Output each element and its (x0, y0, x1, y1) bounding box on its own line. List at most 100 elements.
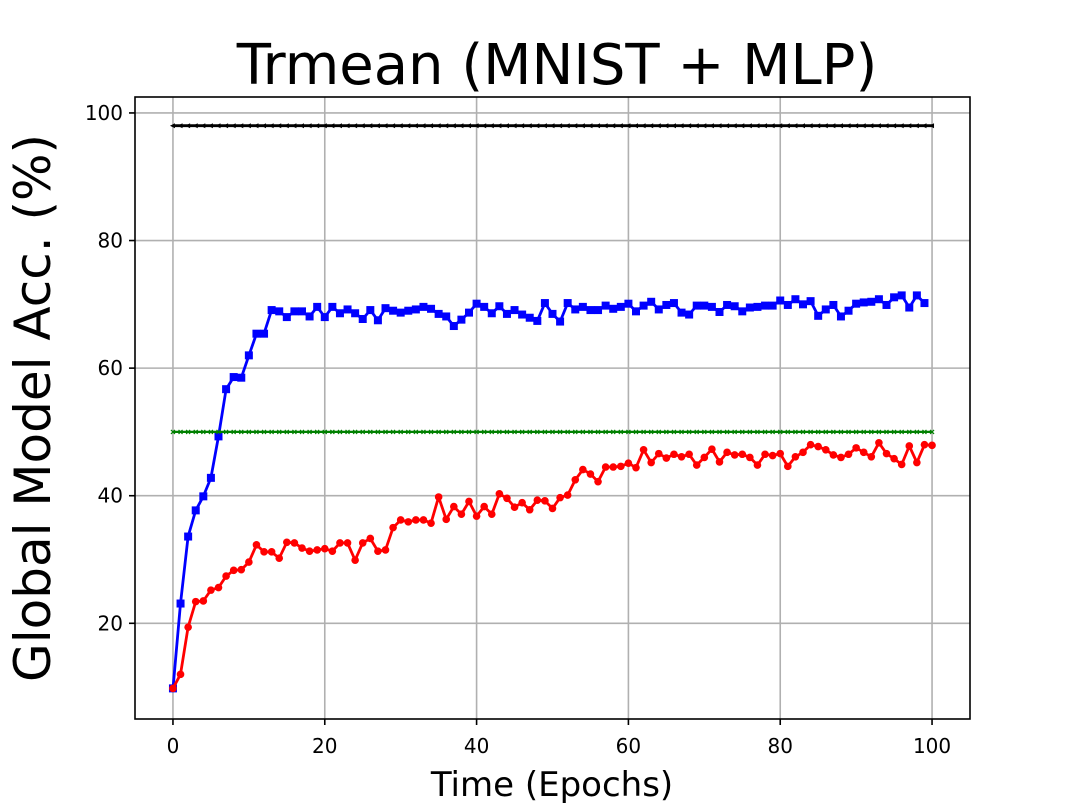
data-point (252, 541, 261, 549)
data-point (632, 463, 640, 472)
data-point (821, 305, 830, 314)
data-point (753, 461, 762, 469)
data-point (633, 429, 639, 435)
data-point (586, 470, 595, 478)
data-point (860, 123, 866, 129)
data-point (511, 123, 517, 129)
data-point (298, 307, 306, 316)
data-point (753, 302, 762, 311)
data-point (922, 429, 927, 435)
data-point (305, 547, 314, 556)
x-ticks: 0 20 40 60 80 100 (167, 719, 951, 758)
data-point (616, 302, 625, 311)
data-point (313, 546, 321, 554)
data-point (390, 123, 396, 129)
data-point (815, 123, 821, 129)
y-ticks: 20 40 60 80 100 (85, 101, 135, 635)
data-point (747, 429, 753, 435)
data-point (534, 123, 540, 129)
data-point (191, 597, 200, 606)
data-point (890, 454, 898, 463)
data-point (398, 429, 404, 435)
data-point (874, 295, 883, 304)
data-point (701, 123, 707, 129)
data-point (745, 303, 754, 312)
data-point (358, 539, 367, 547)
data-point (495, 302, 504, 311)
data-point (396, 308, 405, 317)
data-point (313, 302, 322, 311)
data-point (609, 304, 618, 313)
data-point (853, 429, 859, 435)
data-point (192, 123, 198, 129)
data-point (784, 462, 792, 471)
data-point (785, 429, 791, 435)
data-point (715, 458, 724, 466)
data-point (897, 460, 906, 469)
data-point (783, 300, 792, 309)
data-point (625, 429, 631, 435)
data-point (322, 429, 328, 435)
x-axis-label: Time (Epochs) (430, 765, 673, 805)
data-point (914, 429, 920, 435)
data-point (383, 429, 388, 435)
data-point (806, 297, 815, 306)
data-point (542, 429, 548, 435)
data-point (768, 301, 777, 310)
data-point (792, 123, 798, 129)
data-point (290, 307, 299, 316)
data-point (328, 302, 337, 311)
data-point (428, 123, 434, 129)
data-point (413, 429, 419, 435)
data-point (822, 123, 828, 129)
data-point (647, 458, 655, 467)
data-point (715, 307, 724, 316)
data-point (837, 123, 843, 129)
data-point (557, 429, 563, 435)
data-point (601, 301, 610, 310)
data-point (716, 123, 722, 129)
x-tick-label: 0 (167, 734, 180, 758)
data-point (694, 429, 700, 435)
data-point (487, 309, 496, 318)
data-point (732, 429, 738, 435)
data-point (169, 684, 177, 693)
data-point (169, 123, 175, 129)
data-point (663, 123, 669, 129)
data-point (876, 429, 882, 435)
data-point (519, 429, 525, 435)
data-point (254, 429, 259, 435)
data-point (435, 123, 441, 129)
data-point (366, 534, 375, 543)
data-point (807, 123, 813, 129)
series-3 (169, 438, 936, 693)
data-point (419, 302, 428, 311)
data-point (525, 313, 534, 322)
y-tick-label: 40 (98, 484, 123, 508)
data-point (572, 123, 578, 129)
data-point (238, 123, 244, 129)
data-point (207, 586, 215, 594)
data-point (442, 312, 451, 321)
data-point (723, 300, 732, 309)
data-point (329, 123, 335, 129)
data-point (791, 453, 800, 461)
data-point (556, 317, 565, 326)
data-point (412, 516, 420, 524)
data-point (891, 123, 897, 129)
data-point (800, 123, 805, 129)
data-point (215, 123, 221, 129)
data-point (913, 123, 919, 129)
data-point (808, 429, 814, 435)
data-point (390, 429, 396, 435)
data-point (170, 429, 176, 435)
data-point (920, 299, 929, 308)
data-point (730, 451, 739, 459)
data-point (647, 297, 656, 306)
data-point (336, 539, 344, 547)
data-point (830, 429, 836, 435)
data-point (329, 429, 335, 435)
data-point (588, 429, 593, 435)
data-point (912, 291, 921, 300)
